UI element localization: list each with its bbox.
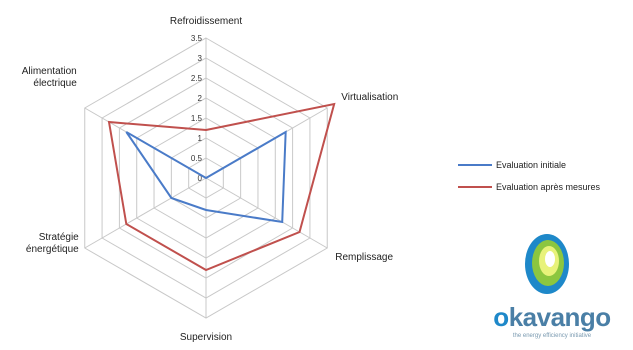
axis-label-3: Supervision — [180, 332, 232, 343]
logo-o: o — [493, 302, 509, 332]
radial-tick-labels: 0 0.5 1 1.5 2 2.5 3 3.5 — [191, 34, 203, 183]
legend: Evaluation initiale Evaluation après mes… — [458, 154, 600, 198]
logo-mark-icon — [525, 234, 569, 294]
okavango-logo: okavango the energy efficiency initiativ… — [472, 230, 622, 345]
logo-wordmark: okavango — [482, 302, 622, 333]
legend-swatch-after — [458, 186, 492, 188]
axis-label-4-0: Stratégie — [39, 232, 79, 243]
logo-kavango: kavango — [508, 302, 612, 332]
legend-swatch-initial — [458, 164, 492, 166]
tick-label-0: 0 — [198, 174, 203, 183]
series-line-1 — [107, 102, 336, 272]
tick-label-4: 2 — [198, 94, 203, 103]
axis-label-1: Virtualisation — [341, 92, 398, 103]
axis-label-5-1: électrique — [33, 78, 77, 89]
tick-label-5: 2.5 — [191, 74, 203, 83]
tick-label-2: 1 — [198, 134, 203, 143]
legend-label-after: Evaluation après mesures — [496, 182, 601, 192]
radar-series — [107, 102, 336, 272]
grid-spoke-4 — [84, 177, 207, 249]
axis-label-4-1: énergétique — [26, 244, 79, 255]
tick-label-3: 1.5 — [191, 114, 203, 123]
grid-spoke-2 — [205, 177, 328, 249]
legend-item-initial: Evaluation initiale — [458, 154, 600, 176]
logo-tagline: the energy efficiency initiative — [512, 333, 592, 339]
axis-label-5-0: Alimentation — [22, 66, 77, 77]
axis-label-2: Remplissage — [335, 252, 393, 263]
series-line-0 — [125, 130, 287, 224]
tick-label-7: 3.5 — [191, 34, 203, 43]
tick-label-1: 0.5 — [191, 154, 203, 163]
legend-label-initial: Evaluation initiale — [496, 160, 567, 170]
axis-labels: Refroidissement Virtualisation Remplissage… — [22, 16, 399, 343]
legend-item-after: Evaluation après mesures — [458, 176, 600, 198]
axis-label-0: Refroidissement — [170, 16, 242, 27]
tick-label-6: 3 — [198, 54, 203, 63]
